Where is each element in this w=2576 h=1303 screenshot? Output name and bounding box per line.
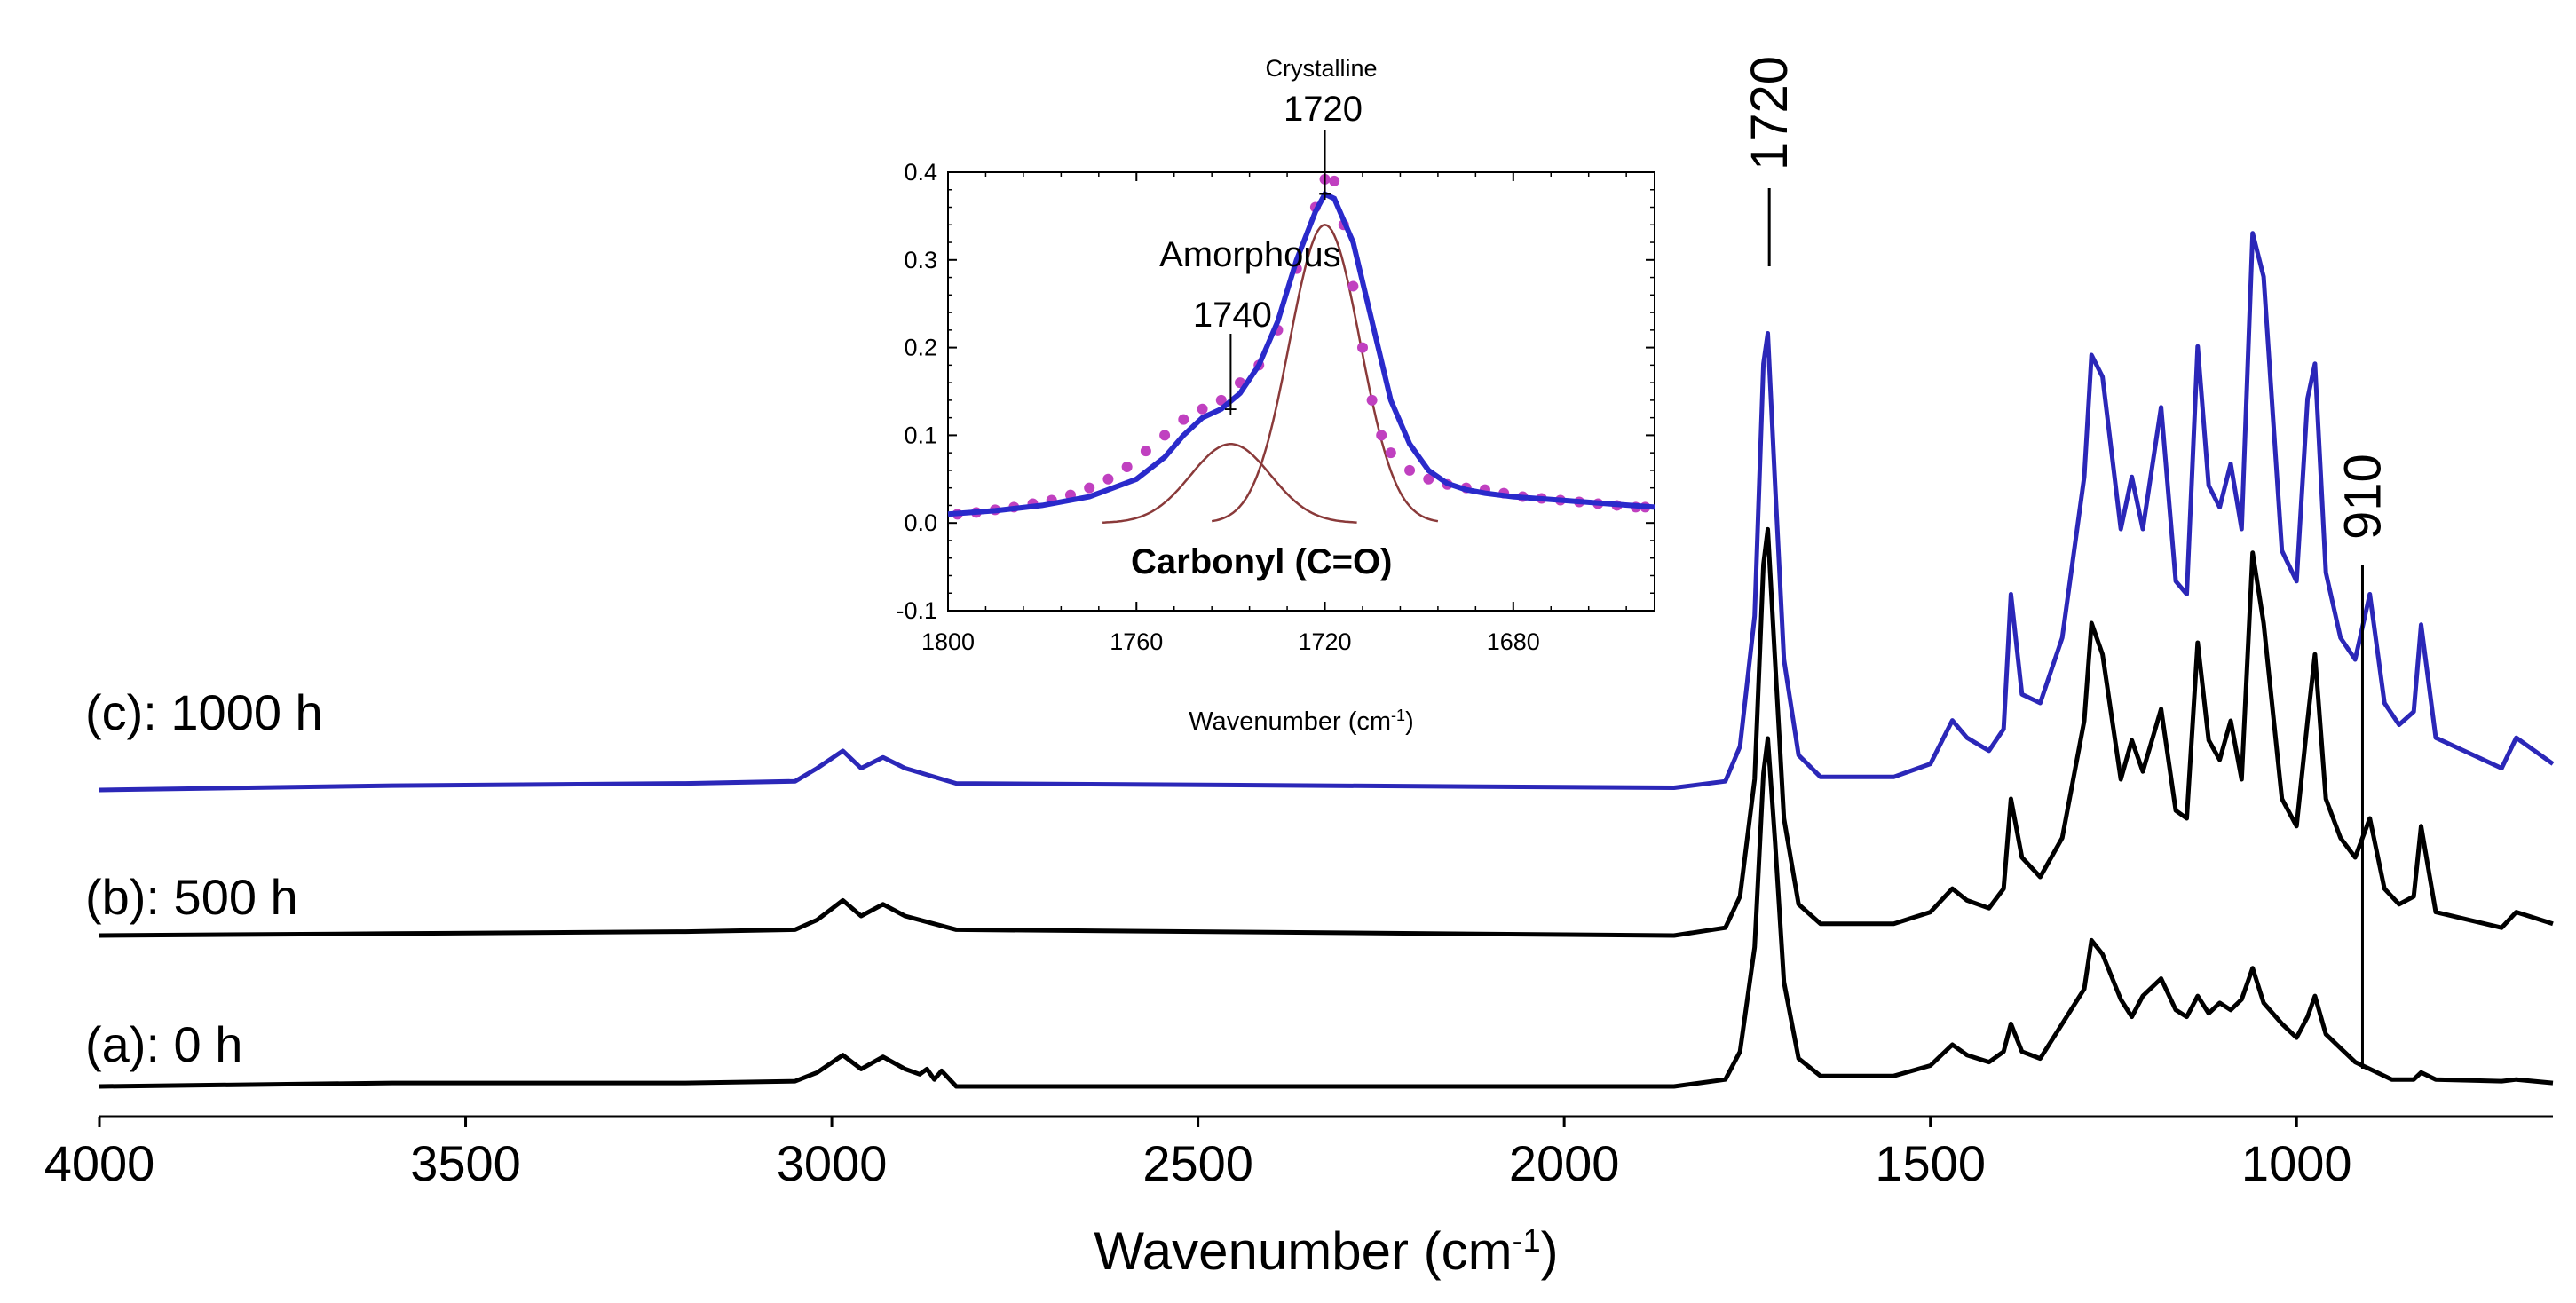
amorphous-label: Amorphous [1159,235,1341,274]
inset-y-tick-label: 0.4 [904,159,937,186]
inset-carbonyl-chart: -0.1 0.0 0.1 0.2 0.3 0.4 1800 1760 1720 1680 Amor… [896,55,1655,736]
main-x-tick-label: 3500 [410,1135,521,1191]
crystalline-1720-label: 1720 [1284,90,1363,129]
inset-annotations: Amorphous 1740 + Crystalline 1720 + [1159,55,1377,422]
inset-data-point [1423,473,1434,485]
main-x-tick-label: 2000 [1509,1135,1620,1191]
main-x-tick-label: 3000 [777,1135,888,1191]
inset-x-tick-label: 1680 [1487,628,1540,655]
main-series-group [99,231,2555,1089]
inset-data-point [1159,430,1171,441]
series-line-0 [99,736,2554,1089]
inset-y-tick-label: 0.2 [904,335,937,361]
main-x-tick-label: 4000 [44,1135,155,1191]
inset-x-tick-label: 1800 [921,628,975,655]
inset-data-point [1084,482,1095,494]
amorphous-marker-cross: + [1224,396,1237,422]
inset-data-point [1215,394,1227,406]
inset-data-point [1347,280,1359,292]
main-x-axis-label: Wavenumber (cm-1) [1094,1221,1558,1281]
inset-x-axis-label: Wavenumber (cm-1) [1189,707,1413,736]
inset-data-point [1140,446,1151,457]
inset-y-tick-label: 0.3 [904,247,937,273]
series-label-a-0h: (a): 0 h [85,1016,242,1072]
peak-910-label: 910 [2334,454,2391,540]
inset-fitted-peaks [1102,224,1439,524]
inset-y-tick-label: 0.0 [904,509,937,536]
main-x-tick-label: 2500 [1142,1135,1253,1191]
crystalline-marker-cross: + [1318,181,1331,208]
inset-x-tick-label: 1760 [1110,628,1163,655]
inset-peak-0 [1102,443,1357,524]
main-x-ticks: 4000 3500 3000 2500 2000 1500 1000 [44,1117,2352,1191]
inset-ticks: -0.1 0.0 0.1 0.2 0.3 0.4 1800 1760 1720 1680 [896,159,1655,655]
inset-data-point [1376,430,1387,441]
inset-data-point [1366,394,1378,406]
series-line-1 [99,526,2554,938]
main-x-tick-label: 1000 [2241,1135,2352,1191]
series-line-2 [99,231,2555,793]
main-spectrum-chart: 1720 910 (c): 1000 h (b): 500 h (a): 0 h… [44,56,2555,1281]
inset-frame [947,171,1655,612]
peak-1720-label: 1720 [1741,56,1798,170]
main-peak-annotations: 1720 910 [1741,56,2391,1069]
inset-data-point [1121,461,1133,472]
main-x-tick-label: 1500 [1875,1135,1986,1191]
inset-data-point [1197,403,1208,415]
amorphous-1740-label: 1740 [1193,296,1272,335]
inset-x-tick-label: 1720 [1298,628,1351,655]
series-label-b-500h: (b): 500 h [85,869,298,925]
inset-peak-1 [1211,224,1439,523]
series-label-c-1000h: (c): 1000 h [85,684,323,740]
crystalline-label: Crystalline [1266,55,1378,82]
inset-total-fit-line [947,190,1655,517]
inset-data-point [1102,473,1114,485]
inset-data-point [1404,464,1416,476]
inset-y-tick-label: -0.1 [896,597,937,624]
inset-title: Carbonyl (C=O) [1131,542,1392,581]
inset-data-point [1356,342,1368,353]
inset-data-point [1329,175,1340,186]
inset-data-point [1385,447,1396,459]
series-labels: (c): 1000 h (b): 500 h (a): 0 h [85,684,323,1072]
inset-measured-points [952,173,1651,520]
inset-y-tick-label: 0.1 [904,422,937,448]
inset-data-point [1178,414,1189,425]
